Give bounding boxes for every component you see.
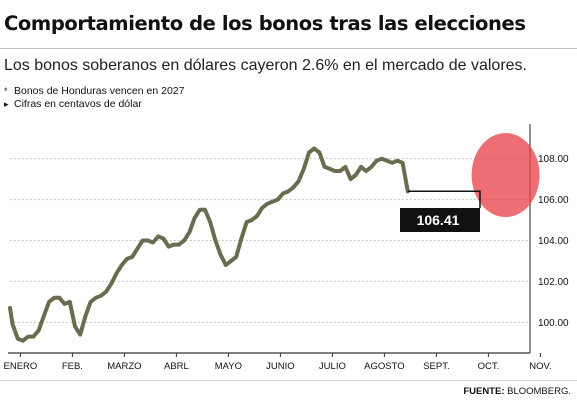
x-tick-label: FEB. bbox=[62, 361, 83, 372]
y-tick-label: 102.00 bbox=[538, 277, 569, 288]
y-tick-label: 100.00 bbox=[538, 318, 569, 329]
bottom-divider bbox=[0, 380, 577, 381]
chart-title: Comportamiento de los bonos tras las ele… bbox=[4, 12, 526, 35]
chart-subtitle: Los bonos soberanos en dólares cayeron 2… bbox=[4, 57, 527, 74]
triangle-marker: ▸ bbox=[4, 99, 9, 109]
y-tick-label: 108.00 bbox=[538, 154, 569, 165]
x-tick-label: SEPT. bbox=[423, 361, 449, 372]
source-credit: FUENTE: BLOOMBERG. bbox=[463, 386, 571, 397]
series-line bbox=[8, 146, 410, 343]
note-bond-maturity: * Bonos de Honduras vencen en 2027 bbox=[4, 85, 184, 98]
x-tick-label: ENERO bbox=[4, 361, 38, 372]
note-text: Cifras en centavos de dólar bbox=[14, 98, 142, 110]
callout-connector bbox=[407, 190, 481, 208]
asterisk-marker: * bbox=[4, 86, 8, 96]
x-tick-label: JULIO bbox=[319, 361, 346, 372]
x-tick-label: JUNIO bbox=[266, 361, 295, 372]
y-tick-label: 106.00 bbox=[538, 195, 569, 206]
top-divider bbox=[0, 48, 577, 49]
x-tick-label: OCT. bbox=[478, 361, 500, 372]
highlight-circle bbox=[471, 133, 540, 218]
x-tick-label: MARZO bbox=[107, 361, 141, 372]
x-tick-label: NOV. bbox=[529, 361, 551, 372]
note-units: ▸ Cifras en centavos de dólar bbox=[4, 98, 184, 111]
source-label: FUENTE: bbox=[463, 386, 505, 397]
x-tick-label: ABRL bbox=[164, 361, 189, 372]
x-tick-label: MAYO bbox=[215, 361, 242, 372]
note-text: Bonos de Honduras vencen en 2027 bbox=[14, 85, 185, 97]
x-tick-label: AGOSTO bbox=[364, 361, 404, 372]
callout-box bbox=[400, 208, 480, 232]
y-tick-label: 104.00 bbox=[538, 236, 569, 247]
source-value: BLOOMBERG. bbox=[507, 386, 571, 397]
chart-notes: * Bonos de Honduras vencen en 2027 ▸ Cif… bbox=[4, 85, 184, 111]
callout-value-label: 106.41 bbox=[417, 212, 460, 228]
